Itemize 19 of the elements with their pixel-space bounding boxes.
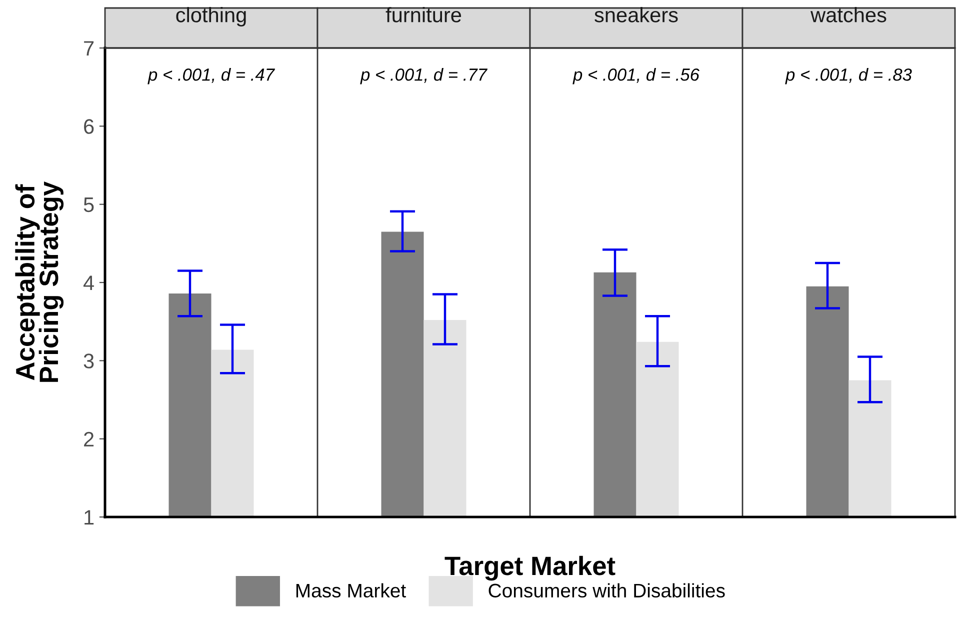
legend-label: Mass Market <box>296 583 406 598</box>
x-axis-title: Target Market <box>444 556 616 581</box>
legend-label: Consumers with Disabilities <box>488 583 725 598</box>
annotation: p < .001, d = .56 <box>572 68 700 84</box>
y-tick-label: 5 <box>84 198 94 212</box>
x-tick-label: furniture <box>386 7 462 22</box>
y-tick-label: 7 <box>84 41 94 56</box>
y-tick-label: 6 <box>84 119 94 134</box>
y-tick-label: 1 <box>84 510 94 525</box>
y-tick-label: 3 <box>84 354 94 368</box>
y-tick-label: 4 <box>83 276 94 290</box>
x-tick-label: sneakers <box>594 7 678 22</box>
x-tick-label: watches <box>810 7 886 22</box>
annotation: p < .001, d = .47 <box>148 68 276 84</box>
y-tick-label: 2 <box>84 432 94 446</box>
y-axis-title: Acceptability of Pricing Strategy <box>15 181 64 382</box>
annotation: p < .001, d = .77 <box>360 68 488 84</box>
annotation: p < .001, d = .83 <box>785 68 912 84</box>
x-tick-label: clothing <box>176 7 246 26</box>
